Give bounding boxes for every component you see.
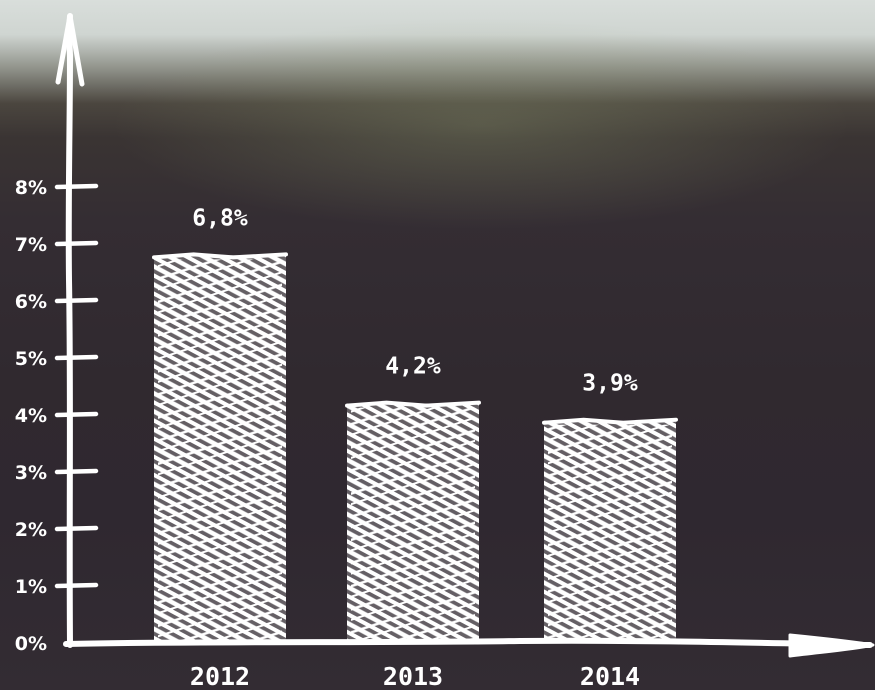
y-tick-label: 3% <box>15 462 47 484</box>
y-tick-mark <box>54 525 99 532</box>
y-axis-arrow <box>55 13 85 87</box>
y-tick-label: 7% <box>15 234 47 256</box>
y-tick-mark <box>54 297 99 304</box>
bar-scribble-overlay <box>351 407 475 641</box>
y-tick-mark <box>54 240 99 247</box>
bar-top-edge <box>542 417 678 425</box>
x-tick-label-2012: 2012 <box>190 662 250 690</box>
value-label-2014: 3,9% <box>582 371 638 397</box>
y-tick-mark <box>54 183 99 190</box>
bar-scribble-overlay <box>158 259 282 641</box>
bar-2012 <box>152 252 288 643</box>
bar-top-edge <box>152 252 288 260</box>
y-tick-label: 5% <box>15 348 47 370</box>
labels: 6,8% 2012 4,2% 2013 3,9% 2014 <box>190 205 640 690</box>
y-axis-line <box>65 13 74 648</box>
y-tick-label: 6% <box>15 291 47 313</box>
y-tick-mark <box>54 582 99 589</box>
y-tick-mark <box>54 411 99 418</box>
bar-2014 <box>542 417 678 643</box>
y-tick-label: 4% <box>15 405 47 427</box>
x-tick-label-2014: 2014 <box>580 662 640 690</box>
y-tick-label: 1% <box>15 576 47 598</box>
value-label-2013: 4,2% <box>385 354 441 380</box>
y-tick-label: 8% <box>15 177 47 199</box>
x-tick-label-2013: 2013 <box>383 662 443 690</box>
y-tick-label: 0% <box>15 633 47 655</box>
y-tick-mark <box>54 354 99 361</box>
y-tick-label: 2% <box>15 519 47 541</box>
bars <box>152 252 678 643</box>
value-label-2012: 6,8% <box>192 205 248 231</box>
x-axis-arrow <box>788 633 875 658</box>
bar-top-edge <box>345 400 481 408</box>
y-tick-mark <box>54 468 99 475</box>
bar-2013 <box>345 400 481 643</box>
y-ticks: 0% 1% 2% 3% 4% 5% 6% 7% 8% <box>15 177 99 655</box>
bar-scribble-overlay <box>548 424 672 641</box>
